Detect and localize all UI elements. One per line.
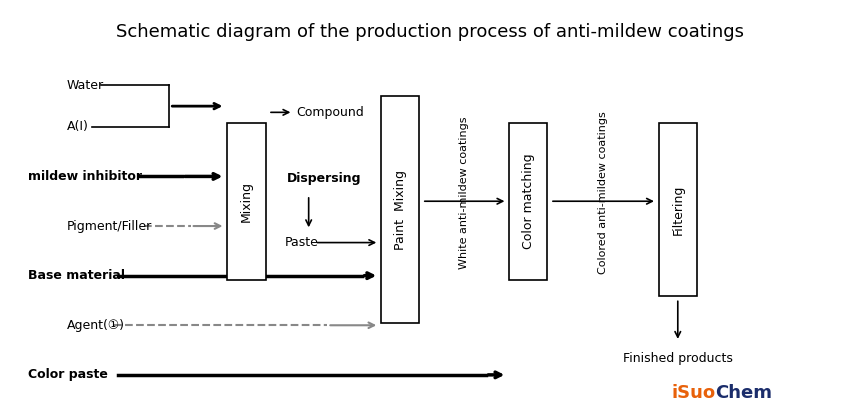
Text: Colored anti-mildew coatings: Colored anti-mildew coatings [598,111,608,274]
Text: Color matching: Color matching [522,153,535,249]
Text: Paste: Paste [285,236,318,249]
Text: Filtering: Filtering [672,184,685,235]
Text: Pigment/Filler: Pigment/Filler [67,220,152,233]
Bar [381,96,420,323]
Text: Paint  Mixing: Paint Mixing [394,170,407,249]
Text: Chem: Chem [716,385,772,403]
Text: White anti-mildew coatings: White anti-mildew coatings [459,117,470,269]
Text: Agent(①): Agent(①) [67,319,125,332]
Bar [509,123,548,280]
Text: Water: Water [67,79,104,92]
Text: Mixing: Mixing [240,181,253,222]
Bar [659,123,697,296]
Text: Dispersing: Dispersing [287,172,362,185]
Text: Base material: Base material [28,269,126,282]
Text: Schematic diagram of the production process of anti-mildew coatings: Schematic diagram of the production proc… [116,23,744,41]
Text: iSuo: iSuo [672,385,716,403]
Text: Compound: Compound [296,106,364,119]
Text: A(I): A(I) [67,120,89,133]
Text: Color paste: Color paste [28,368,108,381]
Bar [227,123,266,280]
Text: Finished products: Finished products [623,352,733,365]
Text: mildew inhibitor: mildew inhibitor [28,170,143,183]
